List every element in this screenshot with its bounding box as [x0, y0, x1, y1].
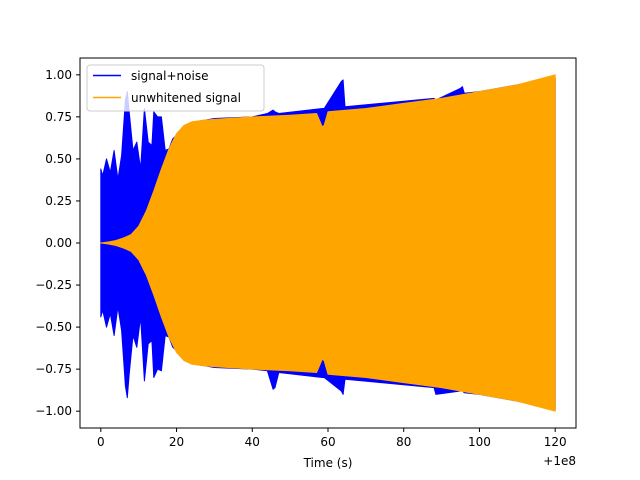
x-tick-label: 60 [320, 435, 335, 449]
y-tick-label: 0.00 [45, 236, 72, 250]
x-tick-label: 40 [245, 435, 260, 449]
legend-label-unwhitened-signal: unwhitened signal [131, 91, 241, 105]
y-tick-label: −1.00 [35, 404, 72, 418]
x-tick-label: 20 [169, 435, 184, 449]
x-tick-label: 120 [544, 435, 567, 449]
x-axis-label: Time (s) [303, 456, 353, 470]
y-tick-label: 1.00 [45, 68, 72, 82]
x-tick-label: 100 [468, 435, 491, 449]
y-tick-label: 0.25 [45, 194, 72, 208]
y-tick-label: −0.25 [35, 278, 72, 292]
legend-box [86, 64, 265, 112]
y-tick-label: −0.50 [35, 320, 72, 334]
x-axis: 0 20 40 60 80 100 120 [97, 428, 567, 449]
legend-label-signal-noise: signal+noise [131, 69, 208, 83]
y-axis: −1.00 −0.75 −0.50 −0.25 0.00 0.25 0.50 0.75 1.00 [35, 68, 80, 418]
series-layer [100, 74, 556, 412]
y-tick-label: 0.75 [45, 110, 72, 124]
x-tick-label: 0 [97, 435, 105, 449]
x-tick-label: 80 [396, 435, 411, 449]
x-axis-offset-label: +1e8 [543, 454, 576, 468]
series-unwhitened-signal [100, 74, 556, 412]
y-tick-label: 0.50 [45, 152, 72, 166]
y-tick-label: −0.75 [35, 362, 72, 376]
legend: signal+noise unwhitened signal [86, 64, 265, 112]
